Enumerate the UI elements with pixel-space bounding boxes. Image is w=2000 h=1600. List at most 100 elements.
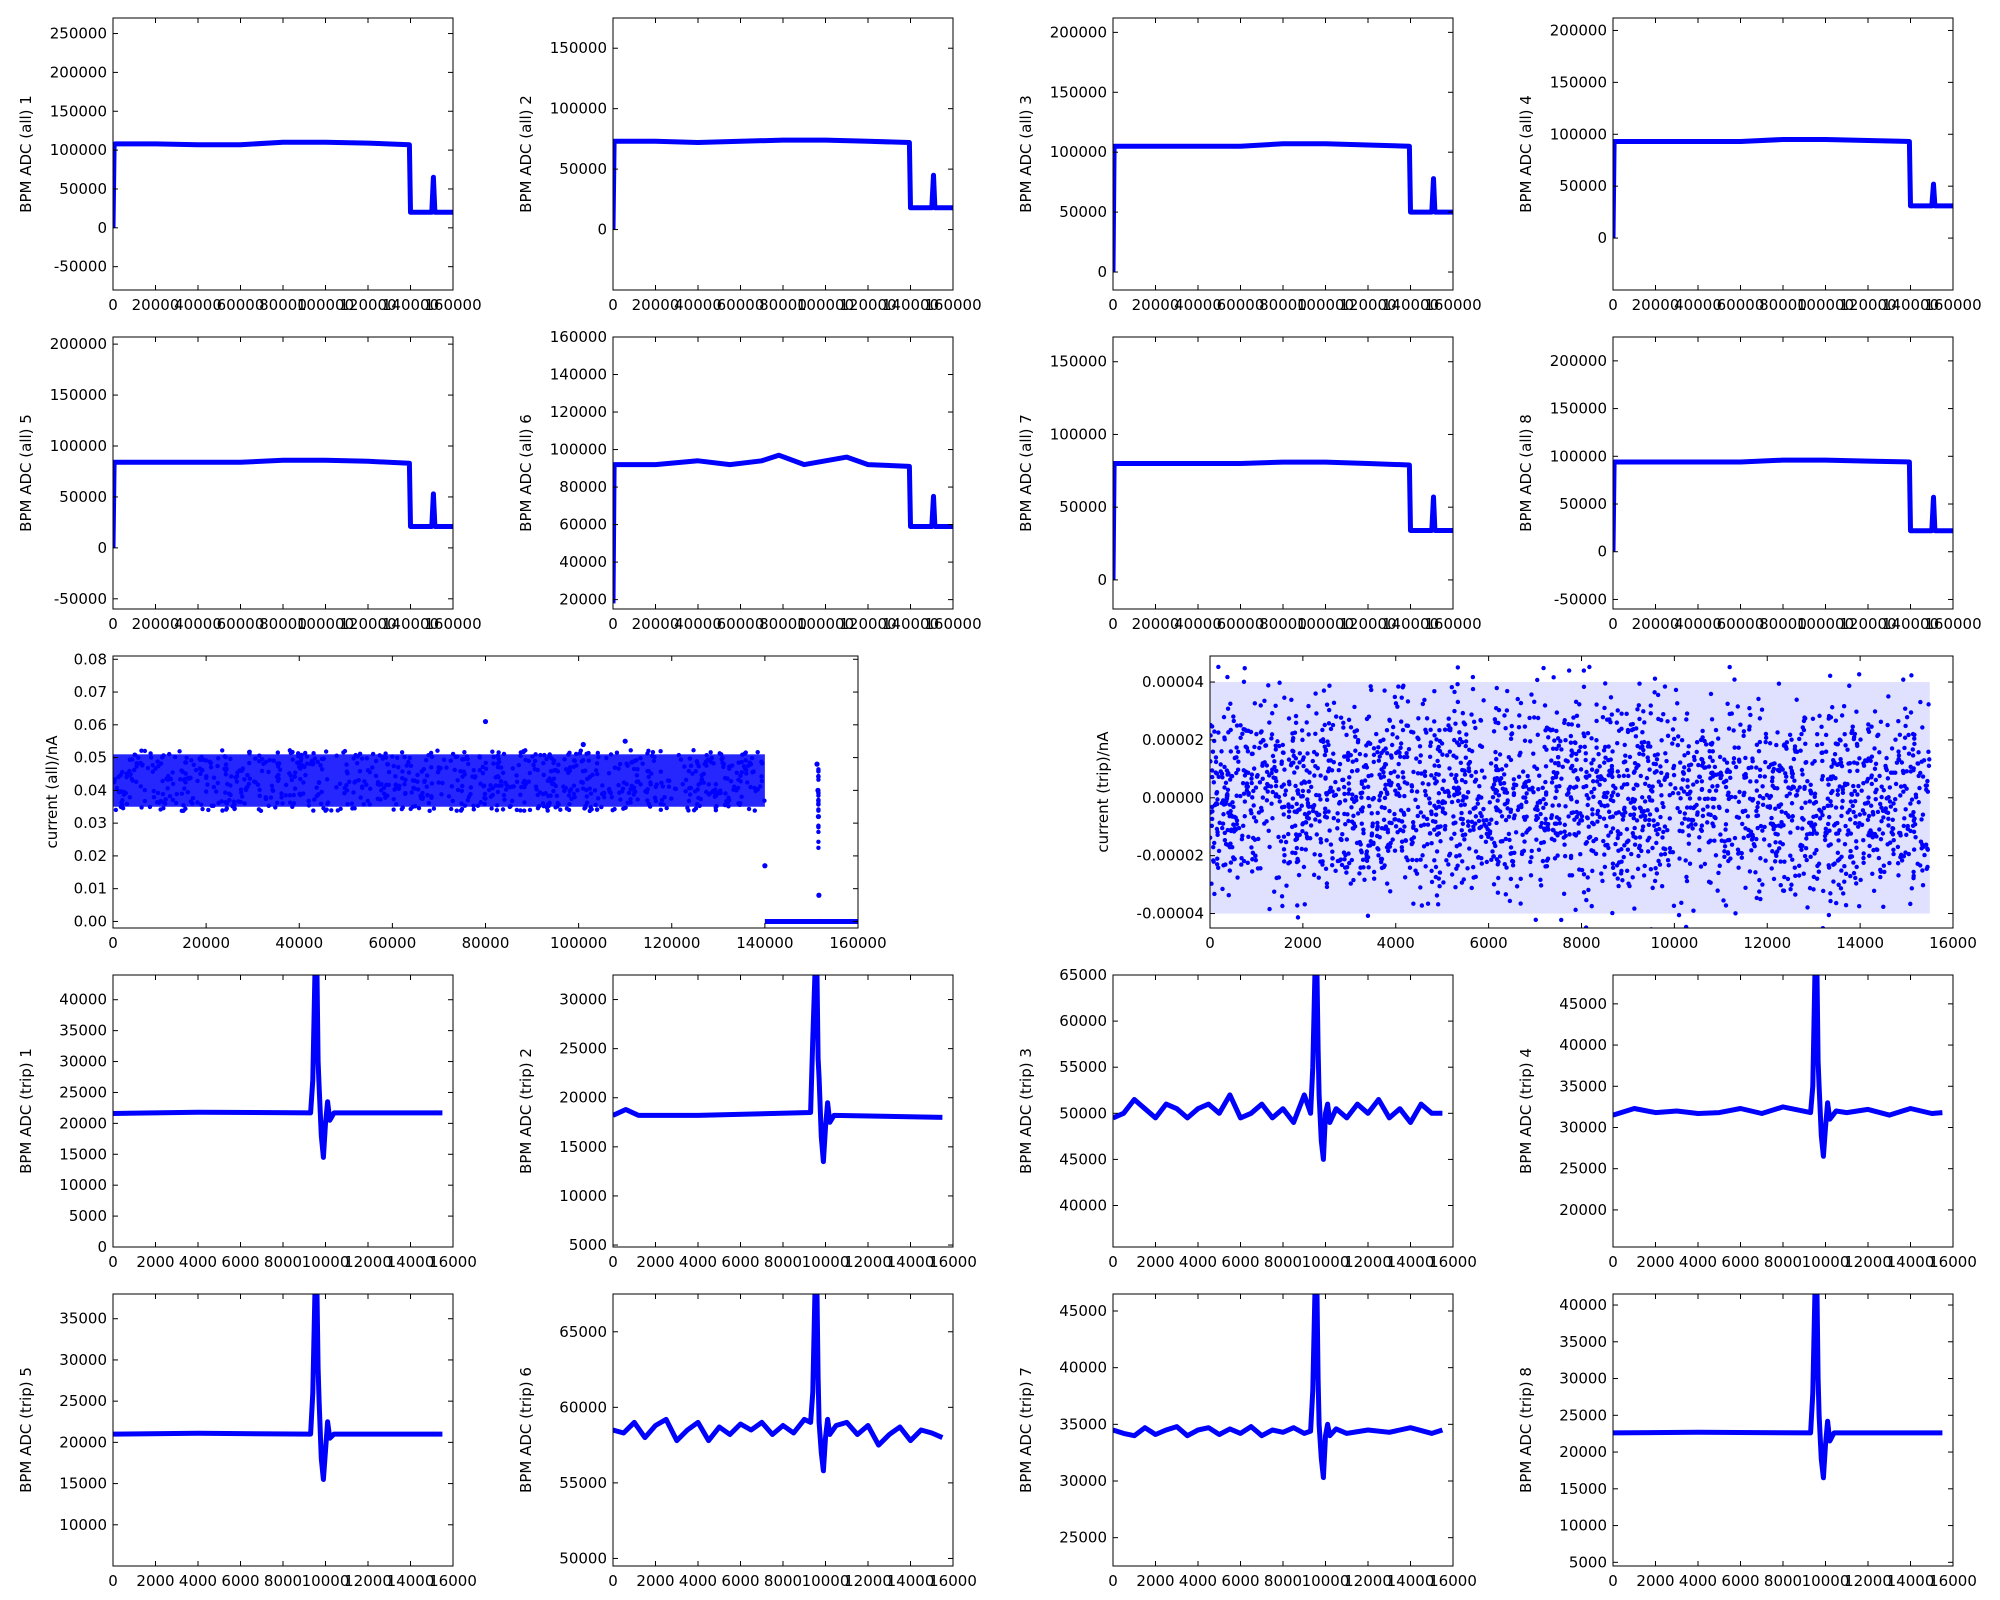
scatter-point — [1399, 848, 1405, 853]
scatter-point — [816, 774, 821, 779]
scatter-point — [1801, 727, 1807, 733]
scatter-point — [1406, 807, 1411, 812]
scatter-point — [113, 807, 119, 813]
scatter-point — [1835, 792, 1840, 797]
scatter-point — [1722, 854, 1727, 859]
scatter-point — [1916, 750, 1921, 755]
scatter-point — [1853, 881, 1859, 886]
scatter-point — [1398, 745, 1403, 751]
scatter-point — [1698, 737, 1704, 743]
scatter-point — [1428, 727, 1433, 733]
scatter-point — [759, 778, 765, 784]
scatter-point — [1601, 838, 1606, 844]
scatter-point — [295, 751, 301, 756]
scatter-point — [1432, 719, 1437, 724]
panel-13: 0 2000 4000 6000 8000 10000120001400016000400… — [1017, 966, 1477, 1271]
scatter-point — [1847, 817, 1853, 822]
scatter-point — [1516, 724, 1522, 730]
scatter-point — [496, 775, 501, 780]
panel-16: 0 2000 4000 6000 8000 10000120001400016000500… — [517, 1293, 977, 1590]
scatter-point — [1606, 809, 1612, 814]
scatter-point — [1915, 761, 1921, 766]
scatter-point — [1770, 821, 1776, 827]
x-tick-label: 12000 — [844, 1572, 892, 1590]
scatter-point — [1221, 812, 1226, 817]
scatter-point — [1210, 810, 1213, 815]
scatter-point — [118, 773, 123, 778]
scatter-point — [1776, 846, 1782, 851]
scatter-point — [1794, 697, 1799, 702]
scatter-point — [1215, 856, 1220, 861]
y-axis-label: BPM ADC (all) 1 — [17, 95, 35, 213]
x-tick-label: 4000 — [1179, 1572, 1217, 1590]
scatter-point — [717, 751, 722, 756]
scatter-point — [1861, 860, 1866, 865]
scatter-point — [1457, 736, 1463, 742]
scatter-point — [1651, 818, 1656, 823]
scatter-point — [365, 768, 371, 773]
x-tick-label: 0 — [1108, 1572, 1118, 1590]
scatter-point — [1624, 868, 1630, 874]
scatter-point — [555, 769, 561, 774]
scatter-point — [1774, 742, 1779, 748]
scatter-point — [1550, 746, 1556, 751]
scatter-point — [1560, 764, 1565, 770]
scatter-point — [1509, 723, 1514, 729]
scatter-point — [1708, 812, 1713, 818]
scatter-point — [1262, 760, 1267, 765]
scatter-point — [370, 751, 376, 757]
x-tick-label: 20000 — [632, 296, 680, 314]
scatter-point — [1908, 801, 1913, 806]
scatter-point — [1761, 837, 1767, 842]
scatter-point — [616, 783, 621, 788]
scatter-point — [1487, 821, 1492, 826]
scatter-point — [1420, 701, 1426, 707]
scatter-point — [1851, 809, 1856, 815]
scatter-point — [1434, 771, 1439, 777]
x-tick-label: 14000 — [1887, 1572, 1935, 1590]
scatter-point — [682, 764, 687, 769]
scatter-point — [1303, 780, 1308, 785]
scatter-point — [1839, 813, 1844, 819]
scatter-point — [1697, 774, 1703, 780]
scatter-point — [1779, 809, 1784, 814]
scatter-point — [1658, 783, 1664, 788]
scatter-point — [1848, 831, 1854, 836]
scatter-point — [1896, 873, 1901, 878]
scatter-point — [1359, 821, 1364, 826]
scatter-point — [1272, 889, 1277, 894]
x-tick-label: 20000 — [1132, 296, 1180, 314]
scatter-point — [1789, 737, 1794, 742]
scatter-point — [1877, 827, 1882, 832]
x-tick-label: 120000 — [339, 615, 396, 633]
scatter-point — [691, 748, 696, 753]
scatter-point — [688, 785, 693, 791]
data-point — [816, 892, 822, 898]
scatter-point — [1805, 905, 1810, 910]
scatter-point — [1460, 859, 1465, 864]
scatter-point — [1581, 872, 1587, 877]
scatter-point — [1847, 855, 1853, 860]
scatter-point — [1524, 799, 1529, 805]
x-tick-label: 10000 — [1302, 1253, 1350, 1271]
scatter-point — [1456, 790, 1462, 796]
scatter-point — [1222, 785, 1227, 790]
scatter-point — [1594, 769, 1599, 775]
scatter-point — [1864, 758, 1870, 764]
series-line — [1113, 975, 1443, 1162]
scatter-point — [1778, 859, 1783, 864]
scatter-point — [714, 803, 719, 809]
x-tick-label: 80000 — [1259, 296, 1307, 314]
x-tick-label: 140000 — [736, 934, 793, 952]
scatter-point — [1902, 706, 1908, 711]
x-tick-label: 100000 — [1797, 615, 1854, 633]
y-tick-label: 150000 — [550, 39, 607, 57]
scatter-point — [544, 756, 549, 762]
scatter-point — [1502, 713, 1507, 718]
scatter-point — [1434, 737, 1439, 742]
scatter-point — [1726, 790, 1731, 795]
scatter-point — [1323, 747, 1329, 752]
scatter-point — [1881, 788, 1886, 793]
scatter-point — [170, 781, 176, 787]
y-tick-label: 0.08 — [74, 650, 107, 668]
